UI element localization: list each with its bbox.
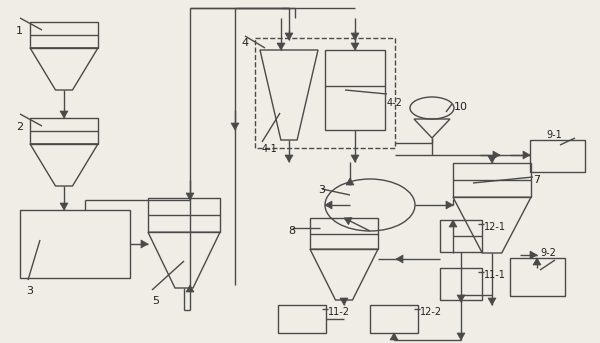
Text: 12-2: 12-2 xyxy=(420,307,442,317)
Bar xyxy=(510,258,565,296)
Polygon shape xyxy=(390,333,398,340)
Text: 11-1: 11-1 xyxy=(484,270,506,280)
Polygon shape xyxy=(325,201,332,209)
Bar xyxy=(325,50,385,130)
Text: 9-2: 9-2 xyxy=(540,248,556,258)
Text: 4-1: 4-1 xyxy=(262,144,278,154)
Bar xyxy=(278,305,326,333)
Polygon shape xyxy=(60,203,68,210)
Polygon shape xyxy=(346,178,354,185)
Text: 3: 3 xyxy=(26,286,33,296)
Polygon shape xyxy=(186,285,194,292)
Text: 2: 2 xyxy=(16,122,23,132)
Polygon shape xyxy=(488,298,496,305)
Text: 3: 3 xyxy=(318,185,325,195)
Polygon shape xyxy=(344,217,352,225)
Polygon shape xyxy=(340,298,348,305)
Polygon shape xyxy=(493,151,500,159)
Polygon shape xyxy=(457,333,465,340)
Polygon shape xyxy=(351,43,359,50)
Polygon shape xyxy=(285,33,293,40)
Bar xyxy=(440,268,482,300)
Text: 10: 10 xyxy=(454,102,468,112)
Text: 7: 7 xyxy=(533,175,540,185)
Polygon shape xyxy=(285,155,293,162)
Bar xyxy=(440,220,482,252)
Polygon shape xyxy=(533,258,541,265)
Text: 1: 1 xyxy=(16,26,23,36)
Polygon shape xyxy=(488,156,496,163)
Polygon shape xyxy=(186,193,194,200)
Text: 11-2: 11-2 xyxy=(328,307,350,317)
Text: 8: 8 xyxy=(288,226,295,236)
Polygon shape xyxy=(141,240,148,248)
Bar xyxy=(530,140,585,172)
Polygon shape xyxy=(446,201,453,209)
Polygon shape xyxy=(60,111,68,118)
Polygon shape xyxy=(530,251,537,259)
Bar xyxy=(20,210,130,278)
Polygon shape xyxy=(231,123,239,130)
Bar xyxy=(30,118,98,144)
Bar xyxy=(453,163,531,197)
Bar xyxy=(370,305,418,333)
Polygon shape xyxy=(351,155,359,162)
Bar xyxy=(30,22,98,48)
Polygon shape xyxy=(457,295,465,302)
Polygon shape xyxy=(523,151,530,159)
Polygon shape xyxy=(396,255,403,263)
Text: 4-2: 4-2 xyxy=(387,98,403,108)
Bar xyxy=(310,218,378,249)
Text: 12-1: 12-1 xyxy=(484,222,506,232)
Polygon shape xyxy=(449,220,457,227)
Text: 4: 4 xyxy=(241,38,248,48)
Bar xyxy=(148,198,220,232)
Bar xyxy=(255,38,395,148)
Text: 5: 5 xyxy=(152,296,159,306)
Polygon shape xyxy=(351,33,359,40)
Text: 9-1: 9-1 xyxy=(546,130,562,140)
Polygon shape xyxy=(277,43,285,50)
